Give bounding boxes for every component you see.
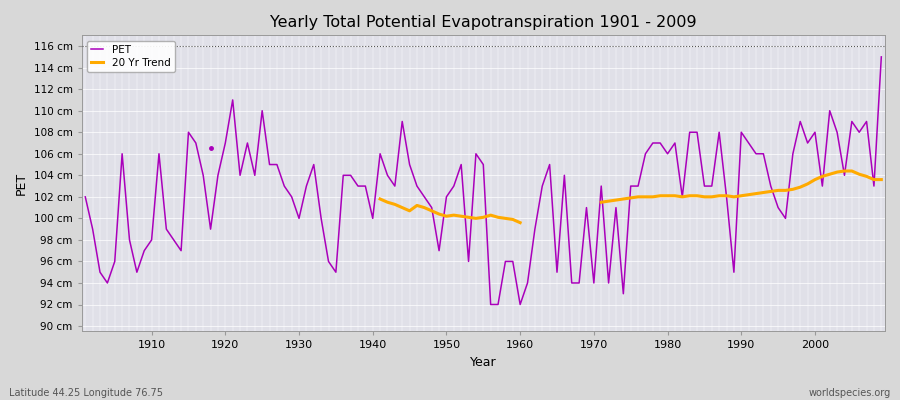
X-axis label: Year: Year: [470, 356, 497, 369]
PET: [346, 173, 356, 178]
20 Yr Trend: [515, 220, 526, 225]
20 Yr Trend: [382, 200, 393, 205]
20 Yr Trend: [434, 212, 445, 216]
Legend: PET, 20 Yr Trend: PET, 20 Yr Trend: [86, 40, 175, 72]
20 Yr Trend: [418, 205, 429, 210]
20 Yr Trend: [478, 215, 489, 220]
20 Yr Trend: [471, 216, 482, 221]
20 Yr Trend: [500, 216, 511, 221]
Text: Latitude 44.25 Longitude 76.75: Latitude 44.25 Longitude 76.75: [9, 388, 163, 398]
PET: [610, 205, 621, 210]
PET: [515, 302, 526, 307]
20 Yr Trend: [464, 215, 474, 220]
PET: [301, 184, 311, 188]
20 Yr Trend: [455, 214, 466, 219]
Text: worldspecies.org: worldspecies.org: [809, 388, 891, 398]
20 Yr Trend: [427, 208, 437, 213]
20 Yr Trend: [397, 205, 408, 210]
20 Yr Trend: [390, 202, 400, 207]
PET: [522, 280, 533, 285]
20 Yr Trend: [508, 217, 518, 222]
Title: Yearly Total Potential Evapotranspiration 1901 - 2009: Yearly Total Potential Evapotranspiratio…: [270, 15, 697, 30]
Y-axis label: PET: PET: [15, 172, 28, 195]
20 Yr Trend: [374, 196, 385, 201]
20 Yr Trend: [404, 208, 415, 213]
20 Yr Trend: [485, 213, 496, 218]
20 Yr Trend: [441, 214, 452, 219]
Line: PET: PET: [86, 57, 881, 304]
PET: [139, 248, 149, 253]
Line: 20 Yr Trend: 20 Yr Trend: [380, 199, 520, 223]
PET: [485, 302, 496, 307]
PET: [876, 54, 886, 59]
20 Yr Trend: [411, 203, 422, 208]
PET: [80, 194, 91, 199]
20 Yr Trend: [448, 213, 459, 218]
20 Yr Trend: [492, 215, 503, 220]
